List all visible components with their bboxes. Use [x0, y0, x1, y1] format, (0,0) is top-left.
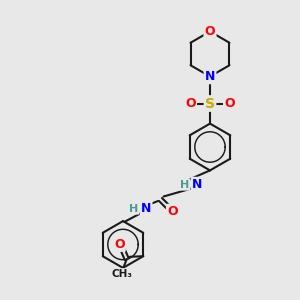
Text: O: O [205, 25, 215, 38]
Text: H: H [129, 203, 138, 214]
Text: O: O [185, 97, 196, 110]
Text: S: S [205, 97, 215, 110]
Text: N: N [205, 70, 215, 83]
Text: H: H [180, 179, 189, 190]
Text: N: N [141, 202, 151, 215]
Text: CH₃: CH₃ [112, 269, 133, 279]
Text: O: O [114, 238, 124, 251]
Text: O: O [224, 97, 235, 110]
Text: N: N [192, 178, 202, 191]
Text: O: O [167, 205, 178, 218]
